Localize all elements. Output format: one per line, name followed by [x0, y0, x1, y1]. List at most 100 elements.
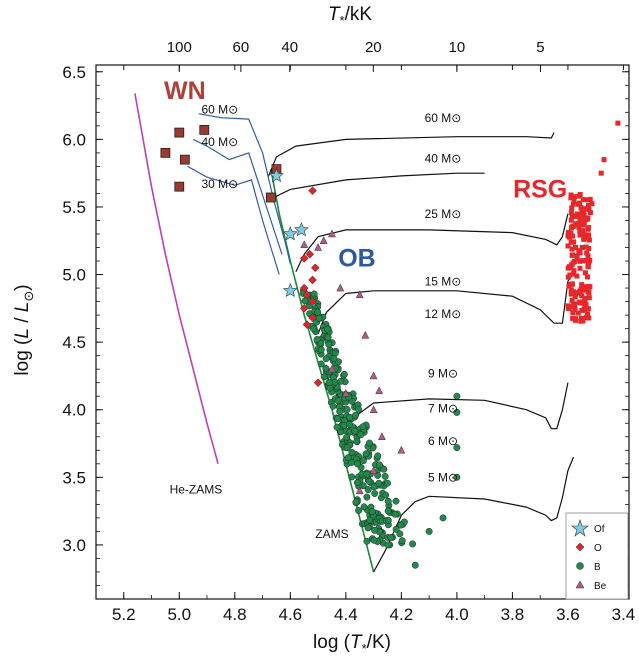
evolutionary-track — [267, 132, 555, 178]
evolutionary-track — [342, 382, 569, 448]
rsg-point — [570, 223, 576, 229]
mass-label: 40 M⊙ — [201, 135, 238, 149]
b-star-point — [453, 408, 461, 416]
rsg-point — [578, 286, 584, 292]
legend-o-label: O — [594, 543, 602, 554]
b-star-point — [384, 497, 392, 505]
rsg-point — [574, 256, 580, 262]
rsg-point — [572, 294, 578, 300]
rsg-point — [570, 233, 576, 239]
rsg-point — [586, 207, 592, 213]
b-star-point — [384, 479, 391, 487]
legend: Of O B Be — [565, 512, 629, 600]
legend-of-marker — [571, 519, 589, 537]
rsg-point — [585, 253, 591, 259]
be-star-point — [397, 445, 406, 454]
b-star-point — [381, 472, 389, 480]
rsg-point — [586, 245, 592, 251]
b-star-point — [333, 423, 341, 431]
rsg-point — [565, 243, 571, 249]
b-star-point — [359, 457, 367, 465]
b-star-point — [343, 406, 351, 413]
top-tick-label: 40 — [281, 39, 298, 56]
b-star-point — [364, 486, 372, 494]
rsg-point — [587, 210, 593, 216]
o-star-point — [310, 263, 320, 273]
y-tick-label: 4.5 — [62, 333, 86, 352]
x-axis-label: log (T*/K) — [313, 632, 391, 656]
b-star-point — [374, 472, 382, 479]
be-star-point — [336, 283, 345, 292]
rsg-point — [581, 197, 587, 203]
b-star-point — [366, 516, 374, 524]
group-label: RSG — [513, 175, 567, 203]
be-star-point — [369, 405, 378, 413]
b-star-point — [411, 561, 419, 569]
mass-label: 25 M⊙ — [425, 207, 462, 221]
he-zams-label: He-ZAMS — [170, 483, 223, 497]
rsg-point — [575, 310, 581, 316]
rsg-point — [579, 244, 585, 250]
evolutionary-track — [373, 456, 575, 573]
b-star-point — [353, 460, 361, 468]
b-star-point — [439, 514, 447, 522]
mass-label: 60 M⊙ — [201, 103, 238, 117]
b-star-point — [343, 433, 351, 441]
be-star-point — [355, 290, 364, 299]
b-star-point — [396, 530, 404, 538]
of-star-point — [269, 168, 284, 183]
be-star-point — [369, 371, 378, 380]
b-star-point — [453, 444, 461, 452]
rsg-point — [598, 170, 604, 176]
rsg-point — [568, 192, 574, 198]
b-star-point — [363, 537, 371, 545]
legend-b-label: B — [594, 562, 601, 573]
rsg-point — [569, 281, 575, 287]
legend-of-label: Of — [594, 524, 605, 535]
rsg-point — [584, 215, 590, 221]
b-star-point — [453, 392, 461, 400]
rsg-point — [586, 236, 592, 242]
legend-b-marker — [576, 562, 584, 570]
legend-be-marker — [575, 580, 585, 589]
rsg-point — [577, 232, 583, 238]
y-tick-label: 6.0 — [62, 130, 86, 149]
of-star-point — [294, 222, 309, 237]
b-star-point — [397, 521, 405, 529]
b-star-point — [348, 448, 356, 456]
mass-label: 6 M⊙ — [428, 434, 458, 448]
top-axis-label: T*/kK — [328, 4, 372, 28]
b-star-point — [352, 498, 360, 506]
wn-track — [198, 113, 291, 264]
b-star-point — [329, 402, 337, 410]
plot-frame — [95, 64, 630, 600]
rsg-point — [568, 195, 574, 201]
b-star-point — [331, 378, 339, 386]
rsg-point — [577, 258, 583, 264]
of-star-point — [282, 226, 298, 241]
b-star-point — [375, 461, 383, 469]
rsg-point — [581, 232, 587, 238]
b-star-point — [317, 360, 325, 368]
rsg-point — [579, 282, 585, 288]
rsg-point — [582, 301, 588, 307]
b-star-point — [368, 508, 376, 515]
rsg-point — [578, 299, 584, 305]
x-tick-label: 4.8 — [223, 605, 247, 624]
b-star-point — [345, 420, 353, 428]
b-star-point — [365, 477, 373, 485]
rsg-point — [572, 307, 578, 313]
rsg-point — [615, 120, 621, 126]
x-tick-label: 5.0 — [167, 605, 191, 624]
of-star-point — [282, 283, 298, 298]
b-star-point — [382, 491, 390, 499]
b-star-point — [355, 405, 362, 413]
b-star-point — [343, 444, 351, 452]
b-star-point — [425, 527, 433, 535]
x-tick-label: 3.6 — [556, 605, 580, 624]
mass-label: 5 M⊙ — [428, 470, 458, 484]
b-star-point — [384, 516, 392, 524]
rsg-point — [574, 211, 580, 217]
rsg-point — [567, 234, 573, 240]
be-star-point — [328, 364, 336, 373]
